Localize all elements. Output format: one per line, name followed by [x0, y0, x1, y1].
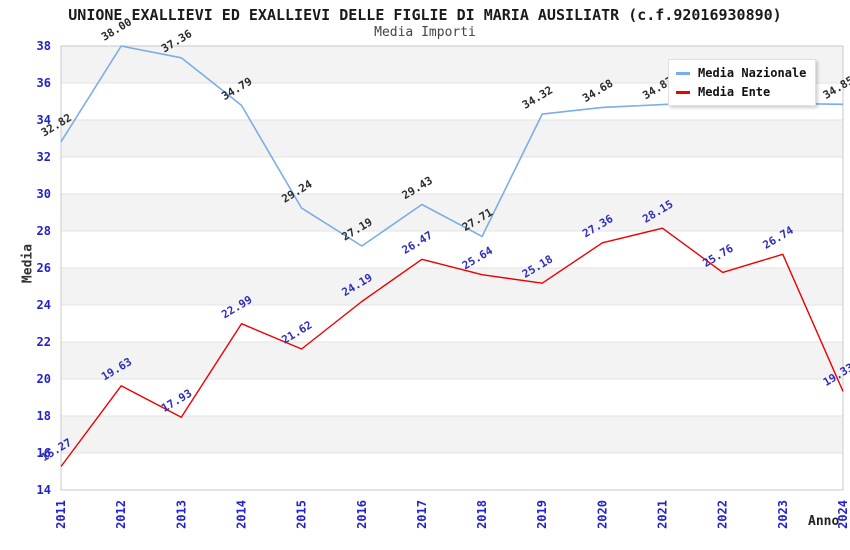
- plot-band: [61, 416, 843, 453]
- point-label: 38.00: [99, 15, 134, 43]
- y-tick-label: 22: [37, 335, 51, 349]
- y-tick-label: 36: [37, 76, 51, 90]
- legend-label: Media Nazionale: [698, 66, 807, 80]
- plot-band: [61, 268, 843, 305]
- legend: Media Nazionale Media Ente: [668, 59, 817, 106]
- x-tick-label: 2018: [475, 500, 489, 529]
- x-tick-label: 2021: [656, 500, 670, 529]
- point-label: 26.47: [400, 229, 435, 257]
- y-tick-label: 28: [37, 224, 51, 238]
- x-tick-label: 2013: [174, 500, 188, 529]
- x-tick-label: 2015: [295, 500, 309, 529]
- y-tick-label: 14: [37, 483, 51, 497]
- x-axis-label: Anno: [808, 514, 840, 529]
- legend-dash-icon: [676, 71, 690, 75]
- legend-item-media-ente: Media Ente: [676, 85, 806, 99]
- point-label: 25.76: [701, 242, 736, 270]
- x-tick-label: 2023: [776, 500, 790, 529]
- y-tick-label: 38: [37, 39, 51, 53]
- y-tick-label: 16: [37, 446, 51, 460]
- point-label: 17.93: [159, 387, 194, 415]
- x-tick-label: 2012: [114, 500, 128, 529]
- plot-band: [61, 120, 843, 157]
- legend-item-media-nazionale: Media Nazionale: [676, 66, 806, 80]
- x-tick-label: 2014: [235, 500, 249, 529]
- x-tick-label: 2016: [355, 500, 369, 529]
- legend-label: Media Ente: [698, 85, 771, 99]
- legend-dash-icon: [676, 90, 690, 94]
- y-tick-label: 24: [37, 298, 51, 312]
- plot-band: [61, 194, 843, 231]
- x-tick-label: 2011: [54, 500, 68, 529]
- point-label: 34.32: [520, 83, 555, 111]
- x-tick-label: 2024: [836, 500, 850, 529]
- y-tick-label: 30: [37, 187, 51, 201]
- chart-title: UNIONE EXALLIEVI ED EXALLIEVI DELLE FIGL…: [68, 6, 782, 24]
- x-tick-label: 2020: [595, 500, 609, 529]
- series-line-1: [60, 227, 844, 467]
- plot-border: [60, 45, 844, 491]
- y-tick-label: 18: [37, 409, 51, 423]
- chart-subtitle: Media Importi: [374, 25, 476, 40]
- y-tick-label: 26: [37, 261, 51, 275]
- y-tick-label: 34: [37, 113, 51, 127]
- plot-band: [61, 342, 843, 379]
- y-tick-label: 20: [37, 372, 51, 386]
- y-tick-label: 32: [37, 150, 51, 164]
- point-label: 15.27: [39, 436, 74, 464]
- x-tick-label: 2022: [716, 500, 730, 529]
- x-tick-label: 2019: [535, 500, 549, 529]
- x-tick-label: 2017: [415, 500, 429, 529]
